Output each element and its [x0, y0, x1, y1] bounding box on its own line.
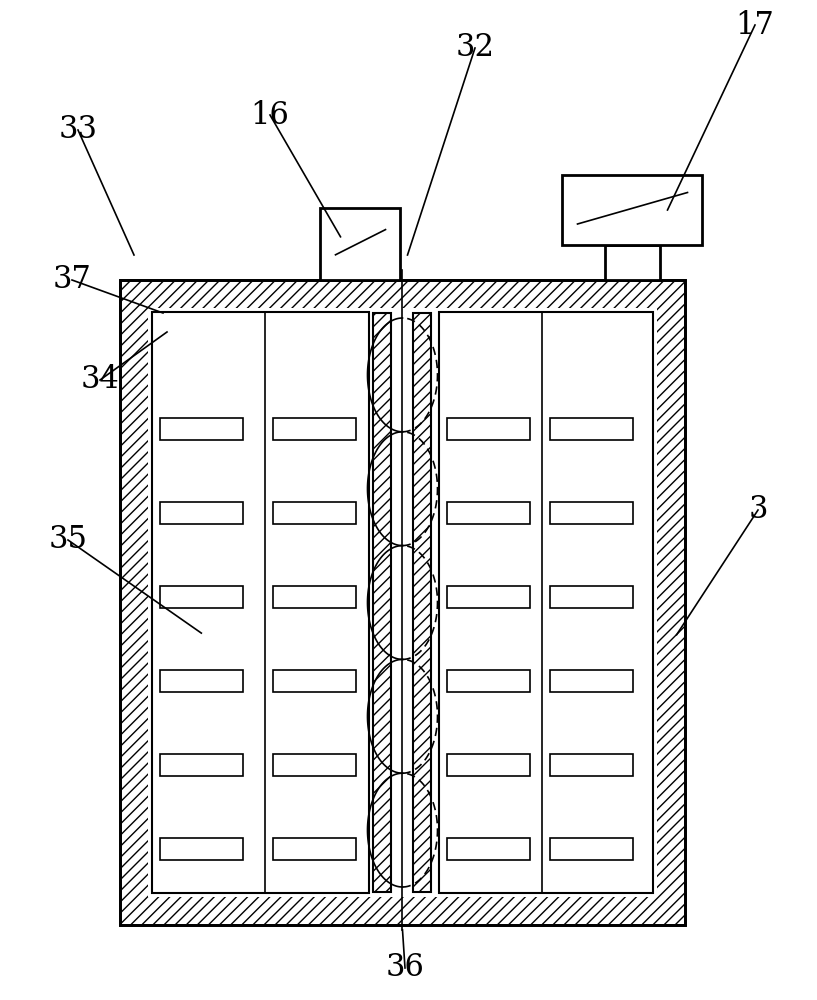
Text: 16: 16	[251, 100, 289, 130]
Bar	[273, 754, 355, 776]
Bar	[413, 313, 431, 892]
Bar	[550, 754, 632, 776]
Bar	[160, 754, 243, 776]
Bar	[448, 754, 530, 776]
Bar	[160, 418, 243, 440]
Bar	[550, 502, 632, 524]
Bar	[448, 418, 530, 440]
Bar	[120, 280, 685, 925]
Bar	[448, 670, 530, 692]
Bar	[273, 838, 355, 860]
Bar	[273, 502, 355, 524]
Bar	[550, 838, 632, 860]
Bar	[562, 175, 703, 245]
Bar	[373, 313, 391, 892]
Text: 17: 17	[735, 9, 775, 40]
Bar	[550, 586, 632, 608]
Bar	[550, 670, 632, 692]
Text: 33: 33	[59, 114, 97, 145]
Text: 37: 37	[52, 264, 92, 296]
Bar	[550, 418, 632, 440]
Bar	[160, 838, 243, 860]
Bar	[148, 308, 657, 897]
Bar	[448, 838, 530, 860]
Text: 34: 34	[81, 364, 119, 395]
Bar	[273, 418, 355, 440]
Text: 36: 36	[386, 952, 425, 984]
Bar	[160, 502, 243, 524]
Bar	[448, 586, 530, 608]
Bar	[160, 586, 243, 608]
Bar	[320, 208, 400, 280]
Bar	[120, 280, 685, 925]
Bar	[273, 670, 355, 692]
Bar	[273, 586, 355, 608]
Bar	[160, 670, 243, 692]
Bar	[448, 502, 530, 524]
Bar	[440, 312, 653, 893]
Text: 32: 32	[456, 32, 494, 64]
Text: 35: 35	[48, 524, 87, 556]
Bar	[152, 312, 369, 893]
Bar	[605, 245, 660, 280]
Text: 3: 3	[748, 494, 768, 526]
